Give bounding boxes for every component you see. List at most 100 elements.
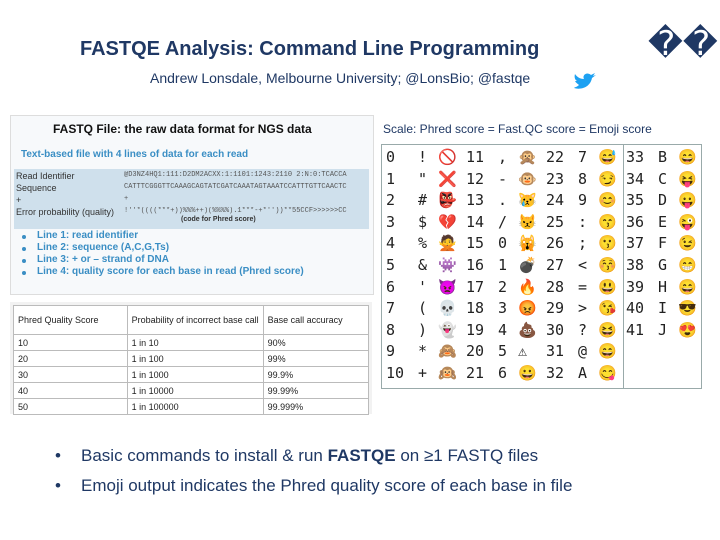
emoji: 😋 [598,364,617,382]
quality-char: ; [578,234,588,253]
quality-char: 4 [498,320,508,339]
emoji: 😗 [598,234,617,253]
quality-char: * [418,342,428,361]
quality-char: / [498,212,508,231]
panel-intro: Text-based file with 4 lines of data for… [21,149,249,160]
emoji: 🔥 [518,277,537,296]
score: 11 [466,148,485,166]
score: 37 [626,234,645,253]
quality-char: ! [418,148,428,166]
score: 18 [466,299,485,318]
phred-panel: Phred Quality Score Probability of incorr… [10,302,372,415]
quality-char: = [578,277,588,296]
line-label: Sequence [16,183,57,193]
quality-char: ' [418,277,428,296]
emoji: 👻 [438,320,457,339]
emoji: 😏 [598,169,617,188]
phred-table: Phred Quality Score Probability of incorr… [13,305,370,415]
emoji: 🙉 [438,364,457,382]
quality-char: # [418,191,428,210]
score: 24 [546,191,565,210]
score: 17 [466,277,485,296]
table-cell: 30 [13,366,128,383]
score: 21 [466,364,485,382]
emoji: 😿 [518,191,537,210]
table-cell: 1 in 10 [126,334,264,351]
score: 34 [626,169,645,188]
bullet: • Basic commands to install & run FASTQE … [55,446,538,466]
emoji: 💣 [518,256,537,274]
score: 16 [466,256,485,274]
line-label: Error probability (quality) [16,207,115,217]
score: 26 [546,234,565,253]
quality-char: 7 [578,148,588,166]
emoji: 😃 [598,277,617,296]
score: 7 [386,299,396,318]
emoji: 😘 [598,299,617,318]
quality-char: C [658,169,668,188]
score: 10 [386,364,405,382]
score: 41 [626,320,645,339]
score: 0 [386,148,396,166]
quality-char: G [658,256,668,274]
quality-char: $ [418,212,428,231]
emoji: 💀 [438,299,457,318]
emoji: 😙 [598,212,617,231]
line-content: CATTTCGGGTTCAAAGCAGTATCGATCAAATAGTAAATCC… [124,183,347,191]
line-content: @D3NZ4HQ1:111:D2DM2ACXX:1:1101:1243:2110… [124,171,347,179]
bullet: • Emoji output indicates the Phred qualit… [55,476,572,496]
table-cell: 40 [13,382,128,399]
column-divider [623,145,624,388]
score: 39 [626,277,645,296]
emoji: 🙈 [438,342,457,361]
quality-char: E [658,212,668,231]
score: 36 [626,212,645,231]
table-cell: 90% [262,334,370,351]
fastq-bullet: Line 2: sequence (A,C,G,Ts) [37,242,170,253]
quality-char: @ [578,342,588,361]
emoji: 😁 [678,256,697,274]
fastq-panel: FASTQ File: the raw data format for NGS … [10,115,374,295]
header-cell: Probability of incorrect base call [126,305,264,335]
score: 5 [386,256,396,274]
score: 19 [466,320,485,339]
bullet-dot [22,271,26,275]
table-cell: 1 in 10000 [126,382,264,399]
table-cell: 1 in 100000 [126,398,264,415]
line-label: + [16,195,22,205]
scale-caption: Scale: Phred score = Fast.QC score = Emo… [383,122,652,136]
emoji: 😛 [678,191,697,210]
quality-char: & [418,256,428,274]
emoji: 💔 [438,212,457,231]
table-cell: 99.9% [262,366,370,383]
score: 23 [546,169,565,188]
quality-char: 5 [498,342,508,361]
subtitle: Andrew Lonsdale, Melbourne University; @… [150,70,531,86]
emoji: 😄 [678,148,697,166]
score: 4 [386,234,396,253]
quality-char: B [658,148,668,166]
emoji: 😎 [678,299,697,318]
emoji: 😡 [518,299,537,318]
fastq-bullet: Line 4: quality score for each base in r… [37,266,304,277]
table-cell: 50 [13,398,128,415]
quality-char: H [658,277,668,296]
bullet-text: Basic commands to install & run [81,446,328,465]
emoji: ❌ [438,169,457,188]
fastq-lines: Read Identifier @D3NZ4HQ1:111:D2DM2ACXX:1… [14,169,369,229]
score: 40 [626,299,645,318]
bullet-text: FASTQE [327,446,396,465]
score: 38 [626,256,645,274]
score: 12 [466,169,485,188]
emoji: 👾 [438,256,457,274]
score: 25 [546,212,565,231]
score: 2 [386,191,396,210]
score: 13 [466,191,485,210]
score: 31 [546,342,565,361]
score: 15 [466,234,485,253]
quality-note: (code for Phred score) [181,216,256,223]
table-cell: 10 [13,334,128,351]
score: 9 [386,342,396,361]
quality-char: ) [418,320,428,339]
